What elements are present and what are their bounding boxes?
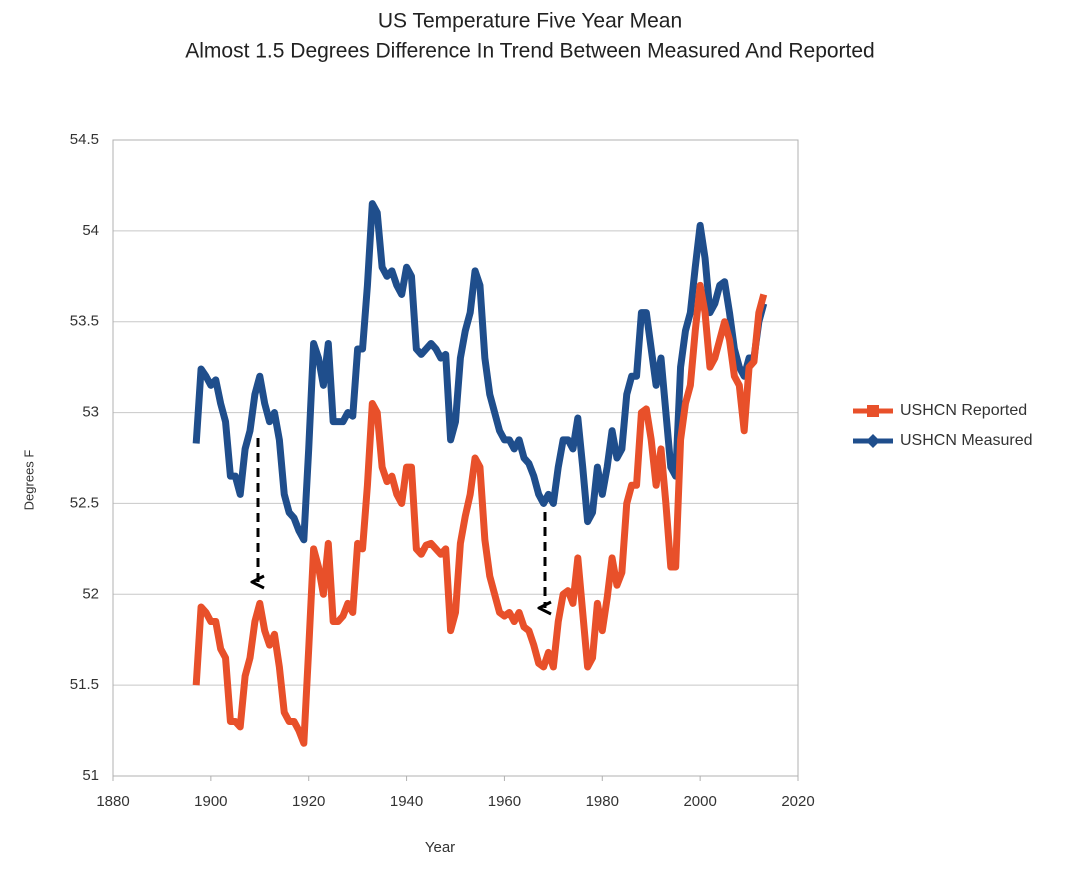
x-tick-label: 1920 — [292, 793, 325, 810]
x-tick-label: 2020 — [781, 793, 814, 810]
legend-marker — [866, 434, 880, 448]
y-axis-label: Degrees F — [21, 450, 36, 511]
legend-label: USHCN Reported — [900, 402, 1027, 419]
legend: USHCN Reported USHCN Measured — [853, 402, 1032, 449]
x-tick-label: 2000 — [683, 793, 716, 810]
y-tick-label: 51 — [82, 767, 99, 784]
chart-title: US Temperature Five Year Mean — [378, 10, 682, 33]
legend-marker — [867, 405, 879, 417]
plot-area: 51 51.5 52 52.5 53 53.5 54 54.5 1880 1900 1920 1940… — [70, 131, 815, 810]
series-line — [192, 200, 768, 544]
plot-frame — [112, 139, 799, 777]
series-line — [192, 281, 768, 747]
x-tick-label: 1960 — [488, 793, 521, 810]
y-tick-label: 52 — [82, 585, 99, 602]
y-tick-label: 54 — [82, 222, 99, 239]
y-tick-label: 52.5 — [70, 494, 99, 511]
y-tick-label: 54.5 — [70, 131, 99, 148]
x-axis-label: Year — [425, 839, 455, 856]
x-tick-label: 1940 — [390, 793, 423, 810]
y-tick-label: 51.5 — [70, 676, 99, 693]
legend-label: USHCN Measured — [900, 432, 1032, 449]
chart-subtitle: Almost 1.5 Degrees Difference In Trend B… — [185, 40, 875, 63]
x-tick-label: 1900 — [194, 793, 227, 810]
y-tick-label: 53 — [82, 404, 99, 421]
y-tick-label: 53.5 — [70, 313, 99, 330]
x-tick-label: 1980 — [586, 793, 619, 810]
x-tick-label: 1880 — [96, 793, 129, 810]
